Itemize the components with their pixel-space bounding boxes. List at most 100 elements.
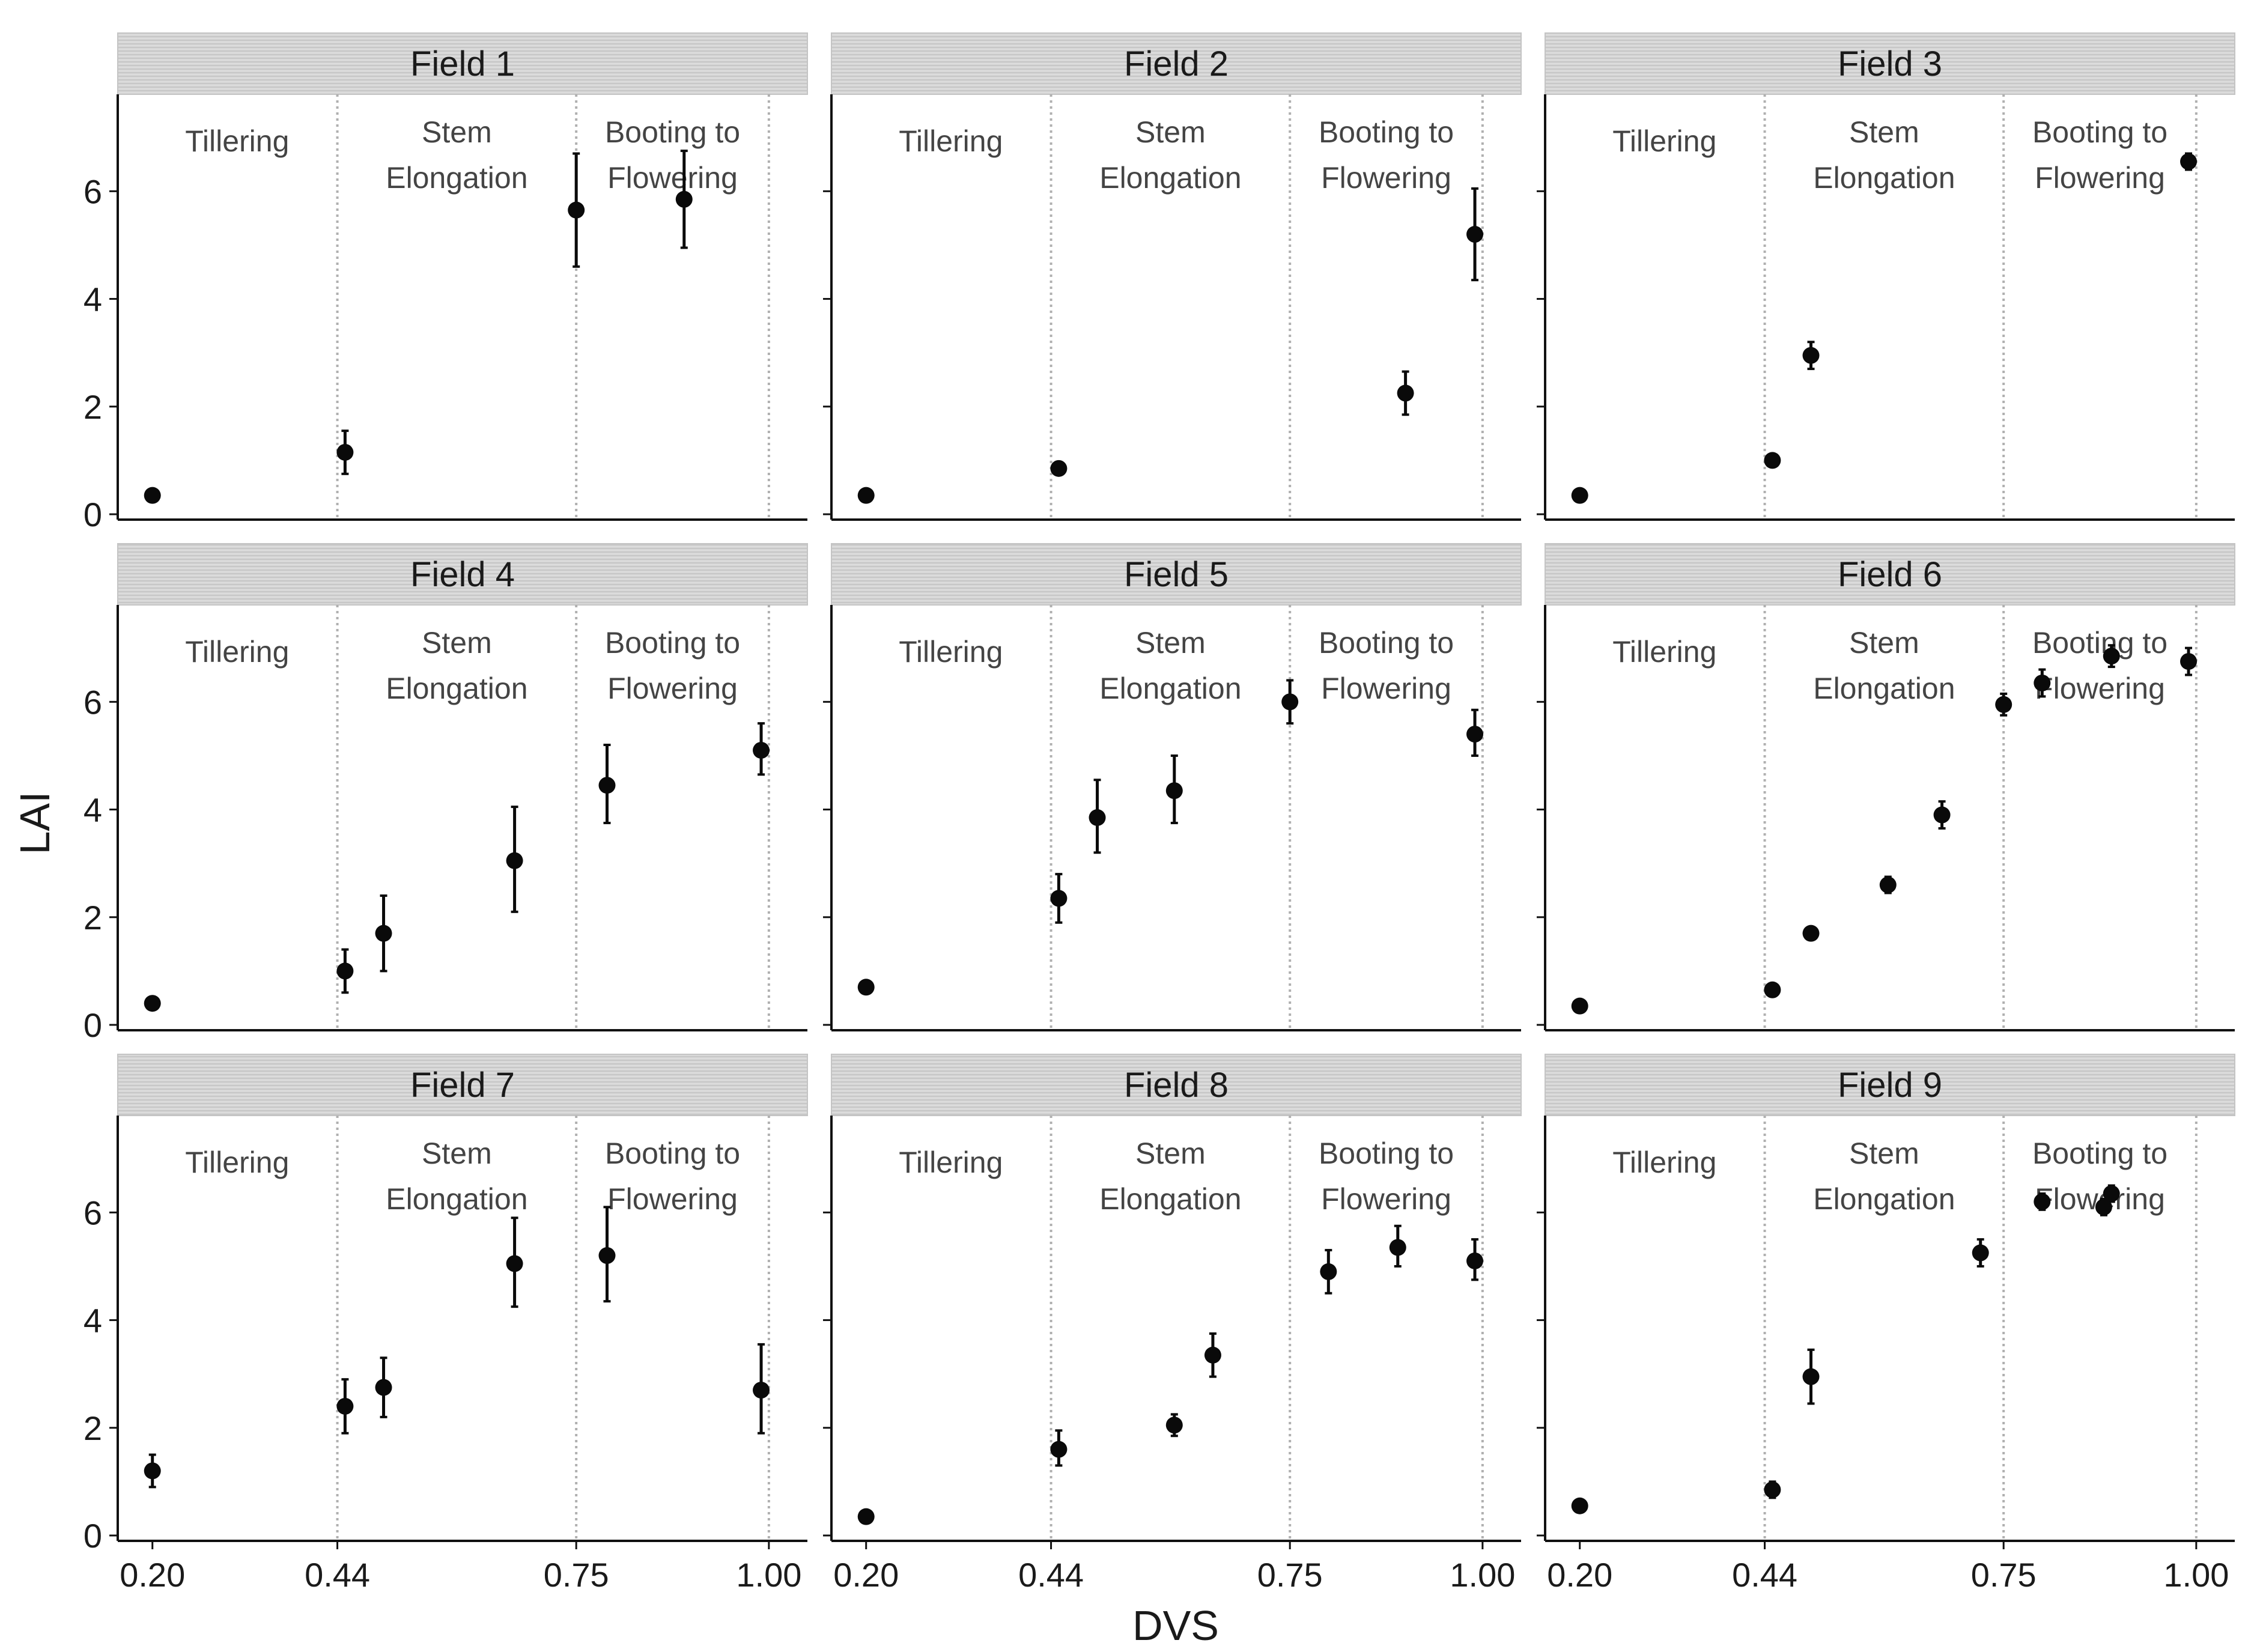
y-tick-label: 2 [84,899,102,937]
data-point [1571,487,1588,504]
data-point [598,1247,616,1265]
data-point [1389,1239,1406,1256]
x-tick-label: 0.75 [1257,1556,1323,1594]
stage-label: Tillering [1612,635,1716,669]
data-point [1165,782,1183,800]
stage-label: Booting to [605,626,740,660]
stage-label: Flowering [607,672,738,705]
data-point [336,962,354,980]
data-point [1050,890,1068,907]
panel-title: Field 6 [1838,555,1942,594]
stage-label: Stem [1849,1137,1919,1170]
data-point [506,852,523,869]
panel-strip [831,1054,1522,1116]
data-point [675,190,693,208]
x-axis-title: DVS [1132,1602,1219,1649]
x-tick-label: 0.44 [305,1556,370,1594]
data-point [2034,1193,2051,1210]
y-tick-label: 2 [84,388,102,426]
data-point [1571,997,1588,1015]
x-tick-label: 0.75 [544,1556,609,1594]
panel-title: Field 3 [1838,44,1942,84]
data-point [2103,648,2120,665]
y-tick-label: 4 [84,281,102,318]
data-point [1764,452,1781,469]
data-point [1972,1244,1989,1262]
panel-strip [117,543,808,606]
panel-title: Field 1 [410,44,515,84]
stage-label: Flowering [607,161,738,195]
panel-field-2: Field 2 Tillering Stem Elongation Booting to… [823,32,1522,521]
x-tick-label: 0.20 [120,1556,185,1594]
stage-label: Booting to [2032,626,2167,660]
stage-label: Elongation [1813,1182,1955,1216]
x-tick-label: 0.44 [1018,1556,1084,1594]
panel-title: Field 8 [1124,1066,1229,1105]
stage-label: Stem [422,115,492,149]
stage-label: Stem [1135,626,1206,660]
stage-label: Flowering [607,1182,738,1216]
data-point [1466,226,1484,243]
data-point [1802,925,1820,942]
stage-label: Stem [422,626,492,660]
panel-strip [1545,32,2235,95]
stage-label: Booting to [605,115,740,149]
stage-label: Elongation [386,672,527,705]
stage-label: Elongation [1813,672,1955,705]
data-point [753,1382,770,1399]
data-point [1466,726,1484,743]
panel-field-1: Field 1 Tillering Stem Elongation Booting to… [84,32,808,533]
data-point [1050,460,1068,477]
panel-field-9: Field 9 Tillering Stem Elongation Booting to… [1537,1054,2235,1594]
stage-label: Elongation [1813,161,1955,195]
x-tick-label: 1.00 [1450,1556,1515,1594]
panel-field-7: Field 7 Tillering Stem Elongation Booting to… [84,1054,808,1594]
data-point [144,487,161,504]
data-point [2034,674,2051,691]
data-point [1879,876,1897,894]
data-point [1995,696,2012,713]
stage-label: Stem [1135,1137,1206,1170]
data-point [2180,653,2198,670]
x-tick-label: 0.44 [1732,1556,1797,1594]
data-point [375,1379,392,1396]
panel-strip [117,32,808,95]
data-point [144,1462,161,1480]
panel-field-4: Field 4 Tillering Stem Elongation Booting to… [84,543,808,1044]
stage-label: Elongation [1099,1182,1241,1216]
data-point [857,979,875,996]
panel-title: Field 5 [1124,555,1229,594]
y-axis-title: LAI [11,791,58,854]
data-point [375,925,392,942]
data-point [1764,981,1781,998]
data-point [568,201,585,219]
stage-label: Booting to [1319,626,1454,660]
stage-label: Elongation [386,161,527,195]
stage-label: Tillering [899,124,1003,158]
x-tick-label: 1.00 [736,1556,801,1594]
data-point [1165,1417,1183,1434]
panel-title: Field 7 [410,1066,515,1105]
data-point [2103,1185,2120,1202]
data-point [598,777,616,794]
data-point [1397,384,1414,402]
stage-label: Tillering [185,124,289,158]
data-point [506,1255,523,1272]
stage-label: Tillering [185,635,289,669]
stage-label: Flowering [1321,1182,1451,1216]
data-point [1802,347,1820,364]
data-point [144,995,161,1012]
y-tick-label: 6 [84,1194,102,1231]
data-point [336,443,354,461]
y-tick-label: 6 [84,172,102,210]
panel-strip [1545,1054,2235,1116]
stage-label: Flowering [2035,161,2165,195]
panel-field-8: Field 8 Tillering Stem Elongation Booting to… [823,1054,1522,1594]
x-tick-label: 1.00 [2163,1556,2229,1594]
stage-label: Stem [422,1137,492,1170]
data-point [1089,809,1106,826]
y-tick-label: 2 [84,1409,102,1447]
stage-label: Stem [1849,626,1919,660]
